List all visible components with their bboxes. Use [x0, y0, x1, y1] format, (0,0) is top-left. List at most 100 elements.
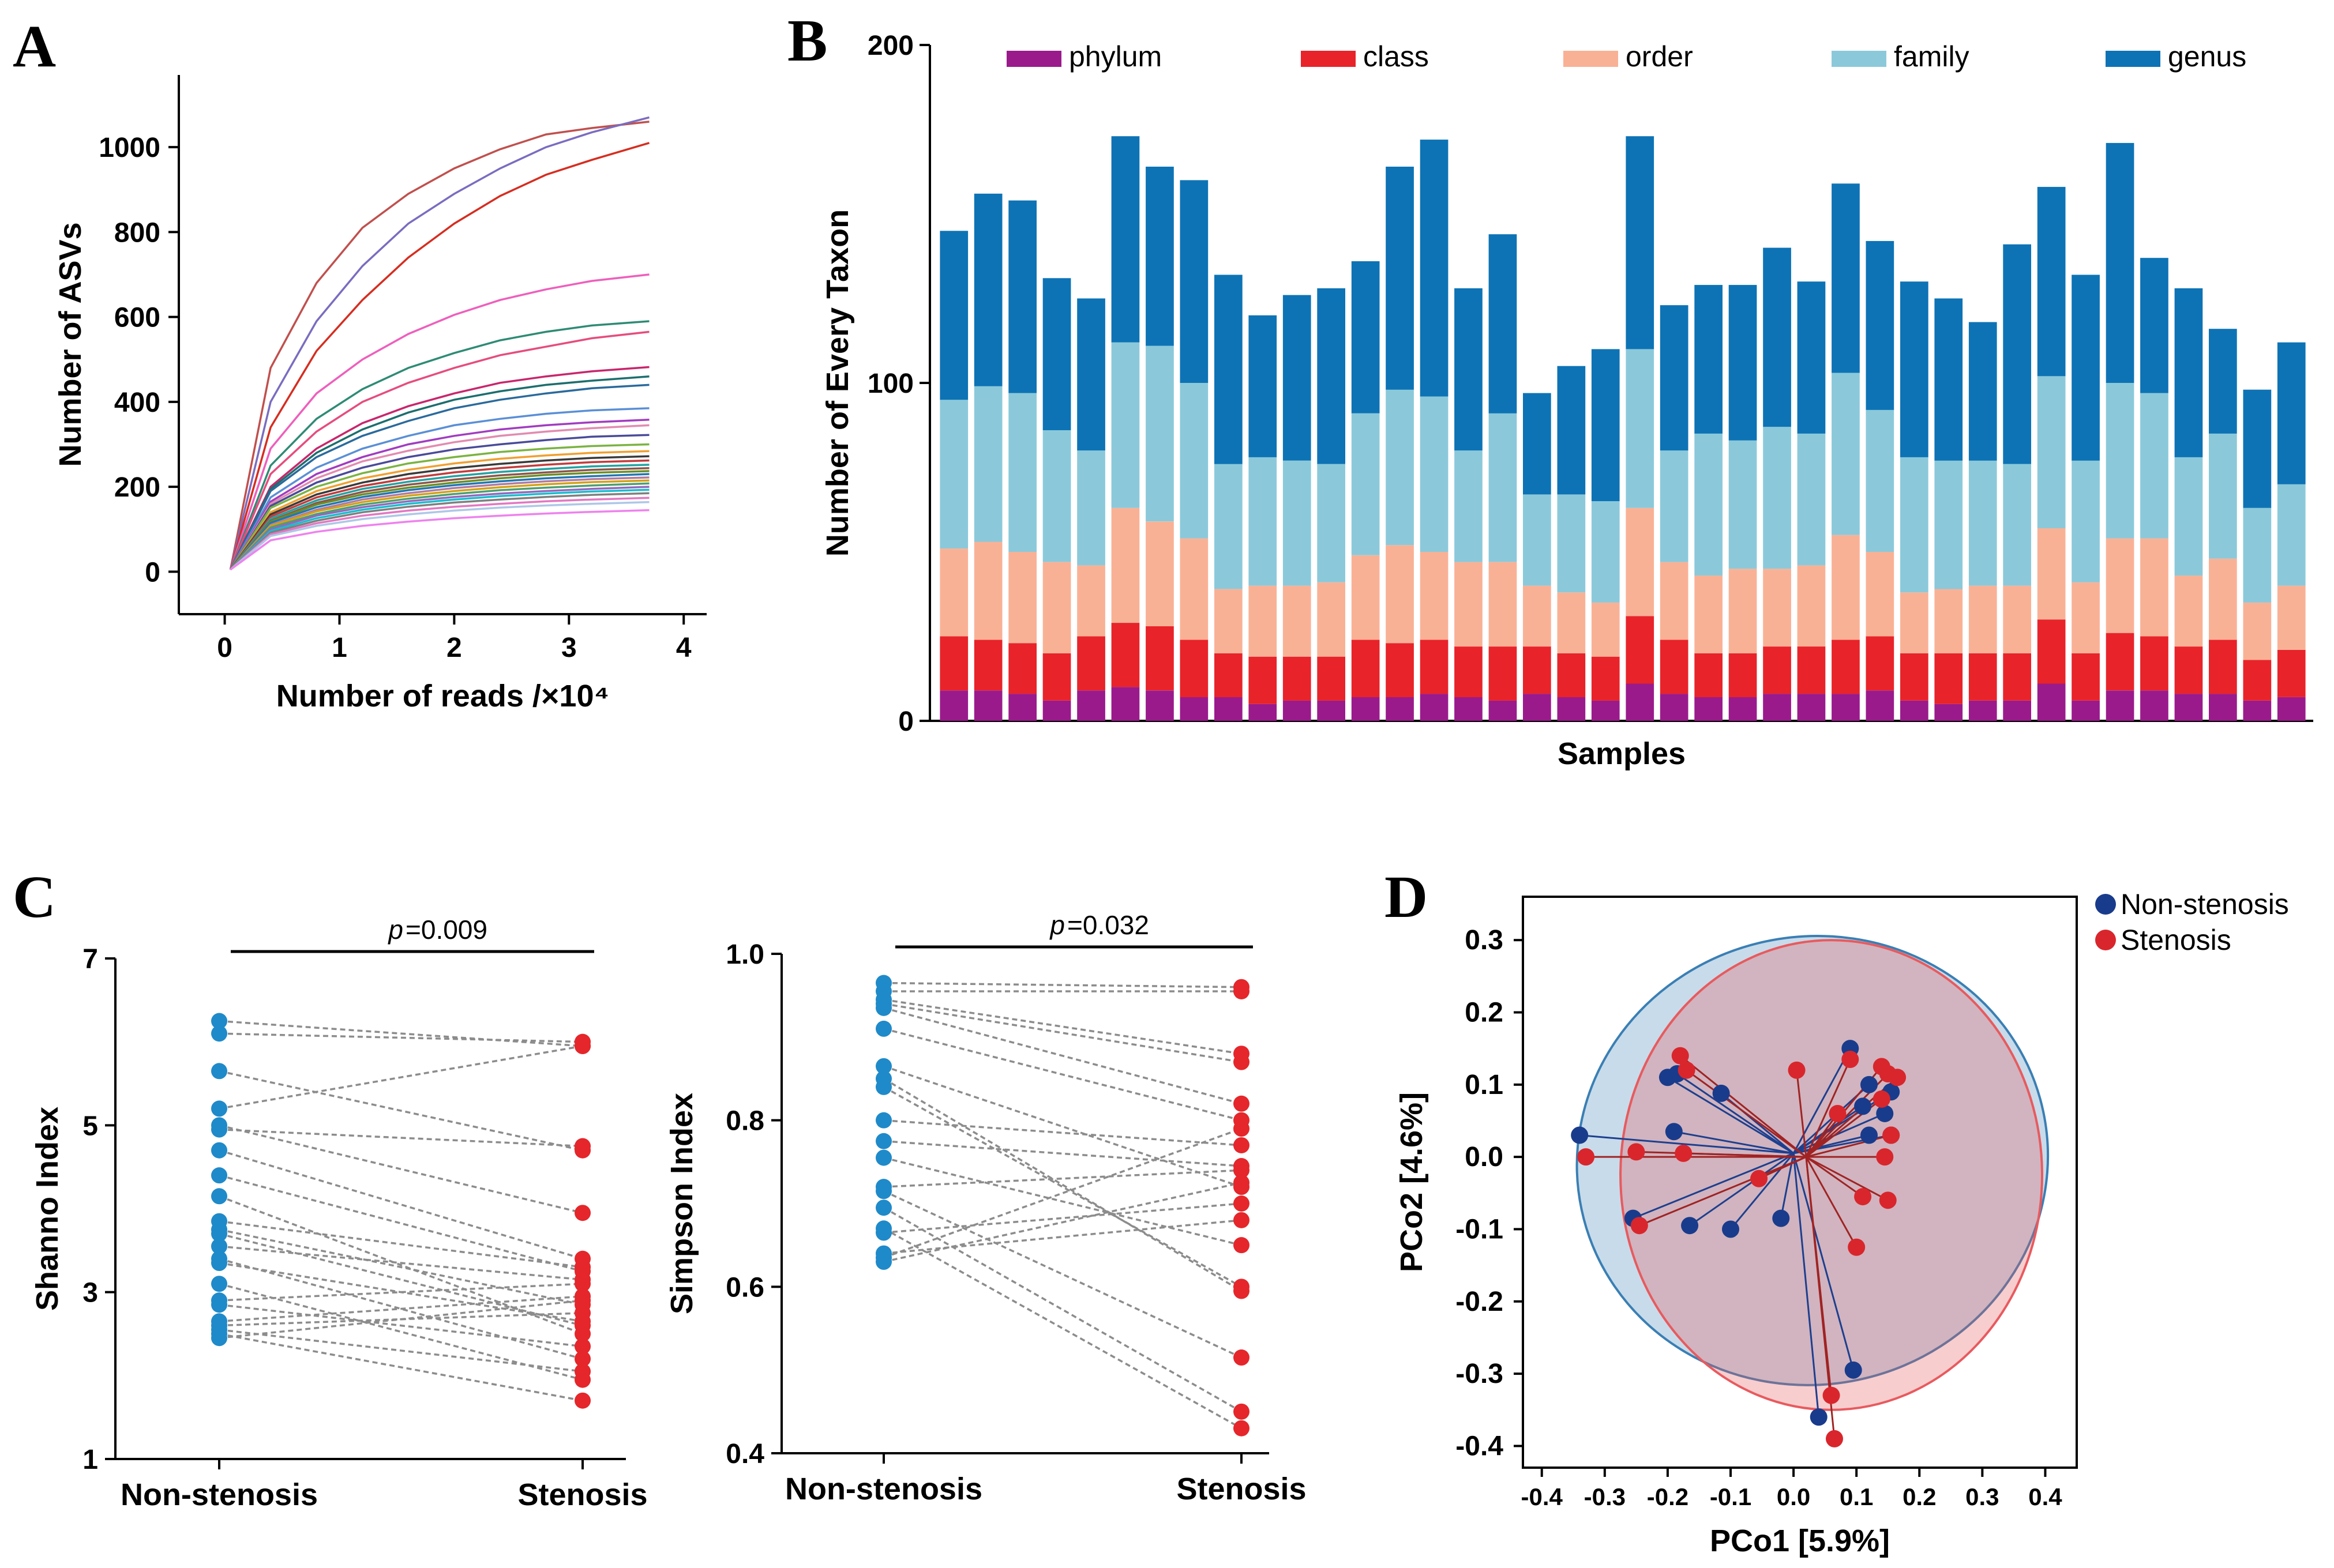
b-legend-swatch-family [1832, 51, 1886, 67]
b-legend-label-phylum: phylum [1069, 40, 1162, 73]
b-bar-phylum [1968, 700, 1997, 721]
b-bar-genus [1968, 322, 1997, 461]
d-point-stenosis [1675, 1144, 1693, 1162]
a-curve-s19 [230, 467, 650, 570]
b-bar-family [1146, 345, 1174, 522]
b-bar-class [1832, 640, 1860, 694]
b-bar-order [1763, 569, 1791, 647]
c-point-non-stenosis [211, 1225, 227, 1242]
b-bar-class [1797, 646, 1826, 694]
c-pair-line [219, 1283, 583, 1302]
c-pair-line [219, 1020, 583, 1047]
c-point-stenosis [575, 1138, 591, 1155]
b-bar-genus [2243, 389, 2272, 508]
d-x-tick-label: 0.3 [1965, 1483, 1999, 1510]
c-pair-line [883, 1227, 1242, 1430]
b-bar-family [1934, 460, 1963, 589]
c-pair-line [219, 1299, 583, 1339]
c-y-tick-label: 5 [82, 1111, 98, 1141]
b-bar-order [1523, 585, 1551, 647]
b-bar-phylum [2037, 683, 2066, 721]
b-y-tick-label: 100 [868, 369, 914, 399]
d-y-axis-title: PCo2 [4.6%] [1394, 1092, 1429, 1272]
b-bar-family [1626, 349, 1654, 508]
b-bar-order [1317, 582, 1345, 657]
c-y-tick-label: 0.8 [726, 1106, 764, 1137]
b-bar-phylum [1557, 697, 1586, 721]
b-bar-genus [1282, 295, 1311, 461]
a-y-tick-label: 0 [145, 557, 160, 588]
b-legend-label-class: class [1363, 40, 1429, 73]
d-point-stenosis [1848, 1238, 1866, 1256]
d-y-tick-label: -0.1 [1455, 1214, 1503, 1244]
a-curve-s16 [230, 455, 650, 570]
c-point-non-stenosis [211, 1167, 227, 1184]
b-bar-class [1317, 656, 1345, 701]
b-bar-order [1146, 521, 1174, 626]
c-p-label: p [387, 915, 403, 945]
b-bar-genus [1523, 393, 1551, 495]
c-point-non-stenosis [876, 1254, 892, 1270]
b-bar-genus [2140, 258, 2168, 393]
b-bar-class [1968, 653, 1997, 701]
b-bar-genus [1660, 305, 1688, 451]
d-spoke-stenosis [1639, 1156, 1807, 1227]
b-bar-phylum [1900, 700, 1928, 721]
a-x-tick-label: 2 [446, 633, 462, 663]
d-spoke-stenosis [1636, 1150, 1806, 1158]
b-bar-class [1557, 653, 1586, 697]
b-bar-order [2003, 585, 2031, 653]
d-y-tick-label: 0.2 [1465, 998, 1503, 1028]
c-point-stenosis [1233, 983, 1249, 999]
b-bar-family [2037, 376, 2066, 528]
b-bar-family [1077, 450, 1105, 566]
c-pair-line [883, 1140, 1242, 1167]
b-bar-phylum [1488, 700, 1517, 721]
d-legend-marker-non-stenosis [2095, 894, 2116, 915]
c-point-non-stenosis [211, 1025, 227, 1042]
c-pair-line [883, 1182, 1242, 1263]
b-bar-class [1420, 640, 1449, 694]
b-bar-order [1900, 592, 1928, 653]
b-bar-genus [1866, 240, 1894, 410]
d-legend-label-non-stenosis: Non-stenosis [2121, 888, 2289, 920]
d-legend-marker-stenosis [2095, 930, 2116, 950]
b-bar-phylum [1282, 700, 1311, 721]
c-category-label: Stenosis [517, 1477, 647, 1512]
a-curve-s9 [229, 383, 650, 570]
d-point-non-stenosis [1571, 1126, 1589, 1144]
a-x-tick-label: 0 [217, 633, 232, 663]
b-bar-genus [1763, 247, 1791, 427]
a-curve-s6 [229, 330, 650, 570]
b-bar-family [1214, 464, 1243, 589]
b-bar-order [1866, 552, 1894, 637]
d-y-tick-label: -0.3 [1455, 1359, 1503, 1389]
c-point-stenosis [1233, 1120, 1249, 1137]
b-bar-family [1968, 460, 1997, 586]
c-point-non-stenosis [211, 1100, 227, 1117]
a-curve-s26 [230, 488, 650, 570]
d-x-tick-label: 0.0 [1777, 1483, 1810, 1510]
b-bar-phylum [2106, 690, 2134, 721]
d-x-tick-label: 0.1 [1840, 1483, 1873, 1510]
b-bar-order [2243, 602, 2272, 660]
d-point-stenosis [1671, 1047, 1689, 1065]
c-category-label: Non-stenosis [121, 1477, 318, 1512]
b-bar-class [1042, 653, 1071, 701]
d-y-tick-label: -0.4 [1455, 1431, 1503, 1461]
b-bar-phylum [1626, 683, 1654, 721]
a-curve-s17 [230, 459, 650, 570]
a-curve-s14 [230, 443, 650, 570]
d-point-stenosis [1882, 1126, 1900, 1144]
b-bar-order [2209, 558, 2237, 640]
b-bar-class [2106, 633, 2134, 691]
b-bar-phylum [1248, 704, 1277, 721]
c-pair-line [219, 1124, 583, 1214]
b-bar-family [2174, 457, 2203, 576]
a-y-tick-label: 800 [114, 217, 160, 248]
b-bar-order [2140, 538, 2168, 637]
b-bar-family [1900, 457, 1928, 593]
b-bar-phylum [1111, 687, 1140, 721]
a-curve-s2 [229, 116, 650, 570]
